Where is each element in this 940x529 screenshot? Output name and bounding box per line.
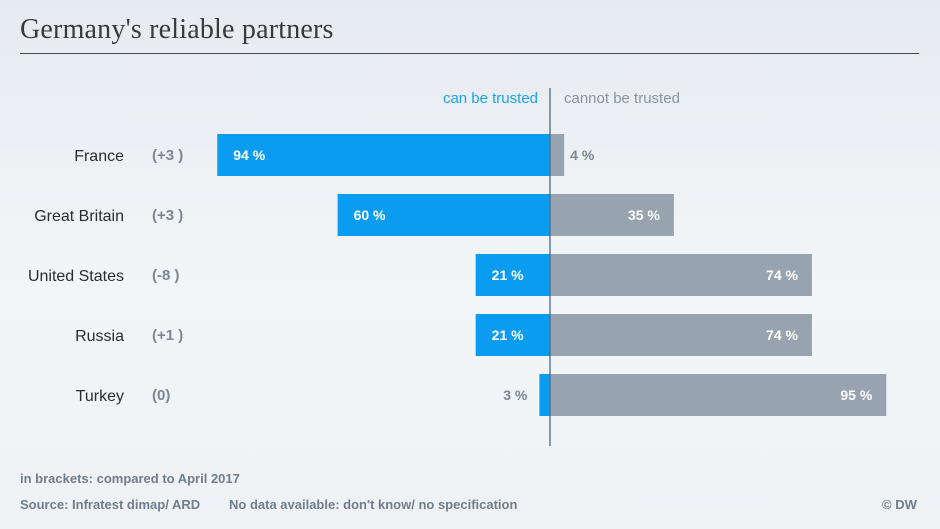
bar-not-trusted-france [550,134,565,176]
change-label-turkey: (0) [152,387,170,404]
value-trusted-turkey: 3 % [503,387,528,403]
footnote-brackets: in brackets: compared to April 2017 [20,471,240,486]
value-not-trusted-great-britain: 35 % [628,207,660,223]
value-trusted-great-britain: 60 % [354,207,386,223]
title-divider [20,53,919,54]
bar-trusted-turkey [539,374,550,416]
value-trusted-france: 94 % [233,147,265,163]
bar-trusted-france [217,134,551,176]
country-label-turkey: Turkey [76,388,124,405]
chart-rows: France (+3 ) 94 % 4 % Great Britain (+3 ) 60 %… [28,134,887,416]
value-not-trusted-russia: 74 % [766,327,798,343]
no-data-note: No data available: don't know/ no specif… [229,497,518,512]
value-not-trusted-france: 4 % [570,147,595,163]
country-label-france: France [74,148,124,165]
change-label-united-states: (-8 ) [152,267,180,284]
bar-not-trusted-russia [550,314,812,356]
value-trusted-united-states: 21 % [492,267,524,283]
change-label-russia: (+1 ) [152,327,183,344]
legend-cannot-be-trusted: cannot be trusted [564,90,680,107]
value-trusted-russia: 21 % [492,327,524,343]
chart-title: Germany's reliable partners [20,14,334,45]
country-label-great-britain: Great Britain [34,208,124,225]
country-label-russia: Russia [75,328,124,345]
bar-not-trusted-turkey [550,374,887,416]
value-not-trusted-turkey: 95 % [840,387,872,403]
bar-not-trusted-united-states [550,254,812,296]
bar-not-trusted-great-britain [550,194,674,236]
value-not-trusted-united-states: 74 % [766,267,798,283]
legend-can-be-trusted: can be trusted [443,90,538,107]
dw-credit: © DW [882,497,917,512]
country-label-united-states: United States [28,268,124,285]
bar-trusted-russia [475,314,550,356]
bar-trusted-great-britain [337,194,550,236]
change-label-great-britain: (+3 ) [152,207,183,224]
change-label-france: (+3 ) [152,147,183,164]
bar-trusted-united-states [475,254,550,296]
source-note: Source: Infratest dimap/ ARD [20,497,201,512]
